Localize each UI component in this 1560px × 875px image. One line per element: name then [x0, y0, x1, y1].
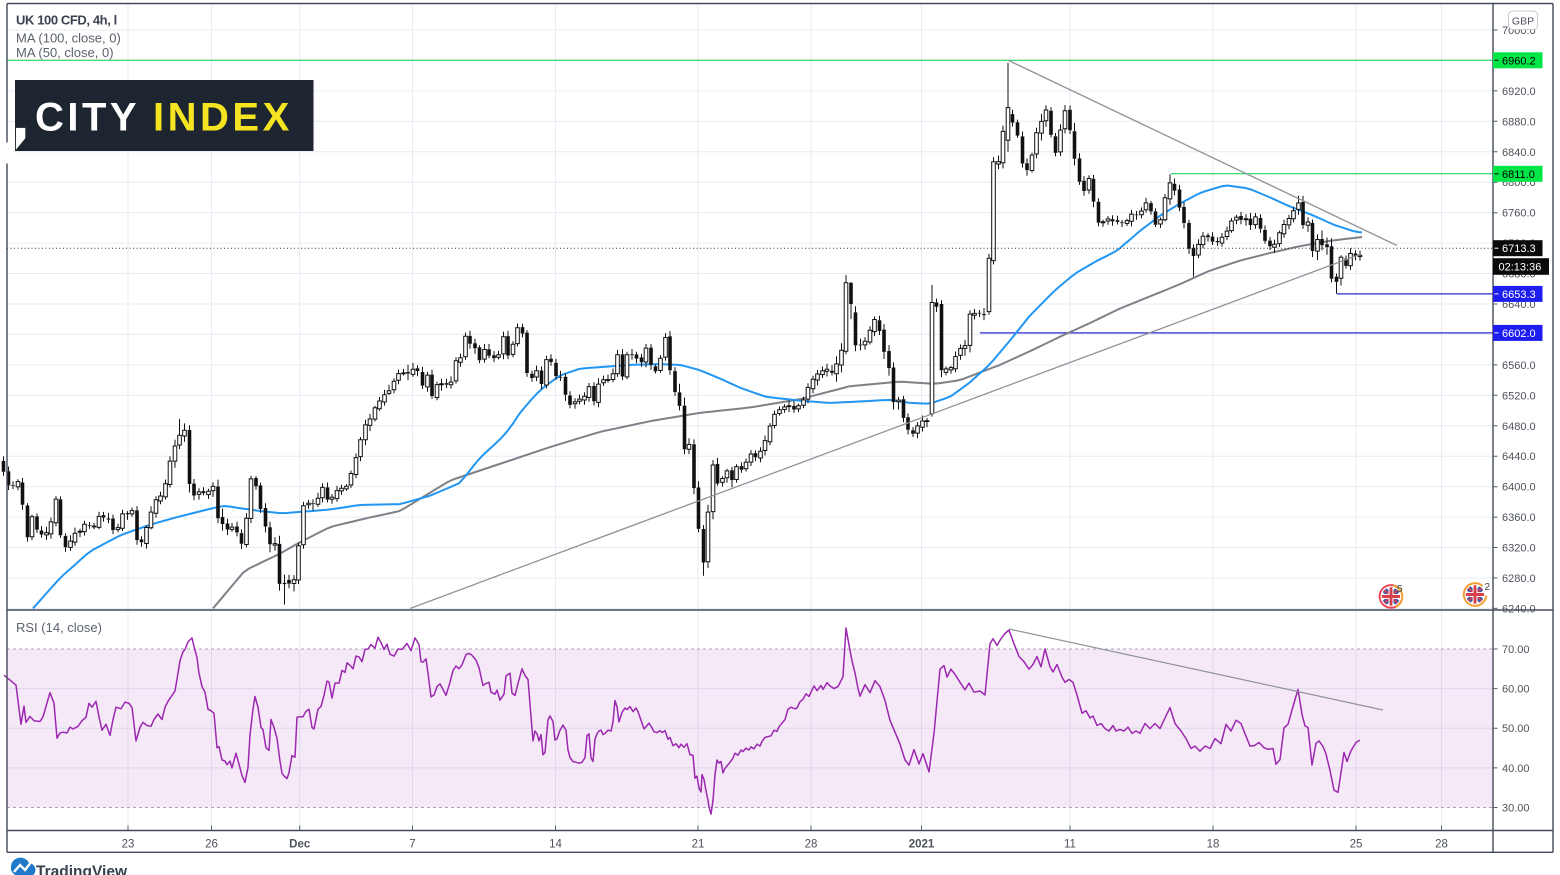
- svg-text:GBP: GBP: [1512, 16, 1534, 28]
- svg-text:6360.0: 6360.0: [1502, 512, 1536, 524]
- svg-text:6653.3: 6653.3: [1502, 289, 1536, 301]
- svg-text:2: 2: [1485, 582, 1491, 593]
- svg-text:RSI (14, close): RSI (14, close): [16, 620, 102, 635]
- svg-text:6560.0: 6560.0: [1502, 360, 1536, 372]
- svg-text:6880.0: 6880.0: [1502, 116, 1536, 128]
- svg-text:MA (100, close, 0): MA (100, close, 0): [16, 31, 121, 46]
- svg-text:23: 23: [122, 839, 135, 851]
- svg-text:6400.0: 6400.0: [1502, 482, 1536, 494]
- svg-text:6602.0: 6602.0: [1502, 328, 1536, 340]
- svg-text:5: 5: [1397, 584, 1403, 595]
- svg-text:TradingView: TradingView: [36, 864, 128, 875]
- svg-text:6713.3: 6713.3: [1502, 243, 1536, 255]
- svg-text:6960.2: 6960.2: [1502, 55, 1536, 67]
- svg-text:26: 26: [205, 839, 218, 851]
- svg-text:INDEX: INDEX: [153, 96, 293, 140]
- svg-text:50.00: 50.00: [1502, 723, 1530, 735]
- svg-text:18: 18: [1207, 839, 1220, 851]
- svg-text:6640.0: 6640.0: [1502, 299, 1536, 311]
- svg-text:40.00: 40.00: [1502, 763, 1530, 775]
- svg-text:6320.0: 6320.0: [1502, 543, 1536, 555]
- svg-text:30.00: 30.00: [1502, 803, 1530, 815]
- svg-text:6811.0: 6811.0: [1502, 169, 1535, 181]
- svg-text:6240.0: 6240.0: [1502, 603, 1536, 615]
- svg-text:UK 100 CFD, 4h, l: UK 100 CFD, 4h, l: [16, 13, 117, 28]
- svg-text:70.00: 70.00: [1502, 644, 1530, 656]
- svg-text:6280.0: 6280.0: [1502, 573, 1536, 585]
- svg-text:25: 25: [1350, 839, 1363, 851]
- svg-text:11: 11: [1064, 839, 1076, 851]
- svg-text:7: 7: [409, 839, 415, 851]
- svg-text:CITY: CITY: [35, 96, 140, 140]
- svg-text:6440.0: 6440.0: [1502, 451, 1536, 463]
- svg-text:6760.0: 6760.0: [1502, 208, 1536, 220]
- svg-text:6920.0: 6920.0: [1502, 86, 1536, 98]
- svg-text:21: 21: [692, 839, 705, 851]
- svg-text:6520.0: 6520.0: [1502, 390, 1536, 402]
- svg-text:60.00: 60.00: [1502, 684, 1530, 696]
- svg-text:6840.0: 6840.0: [1502, 147, 1536, 159]
- svg-text:02:13:36: 02:13:36: [1499, 262, 1542, 274]
- svg-text:2021: 2021: [909, 839, 935, 851]
- svg-text:MA (50, close, 0): MA (50, close, 0): [16, 45, 114, 60]
- svg-text:28: 28: [1435, 839, 1448, 851]
- svg-text:6480.0: 6480.0: [1502, 421, 1536, 433]
- svg-text:14: 14: [549, 839, 562, 851]
- svg-text:Dec: Dec: [289, 839, 311, 851]
- svg-text:28: 28: [805, 839, 818, 851]
